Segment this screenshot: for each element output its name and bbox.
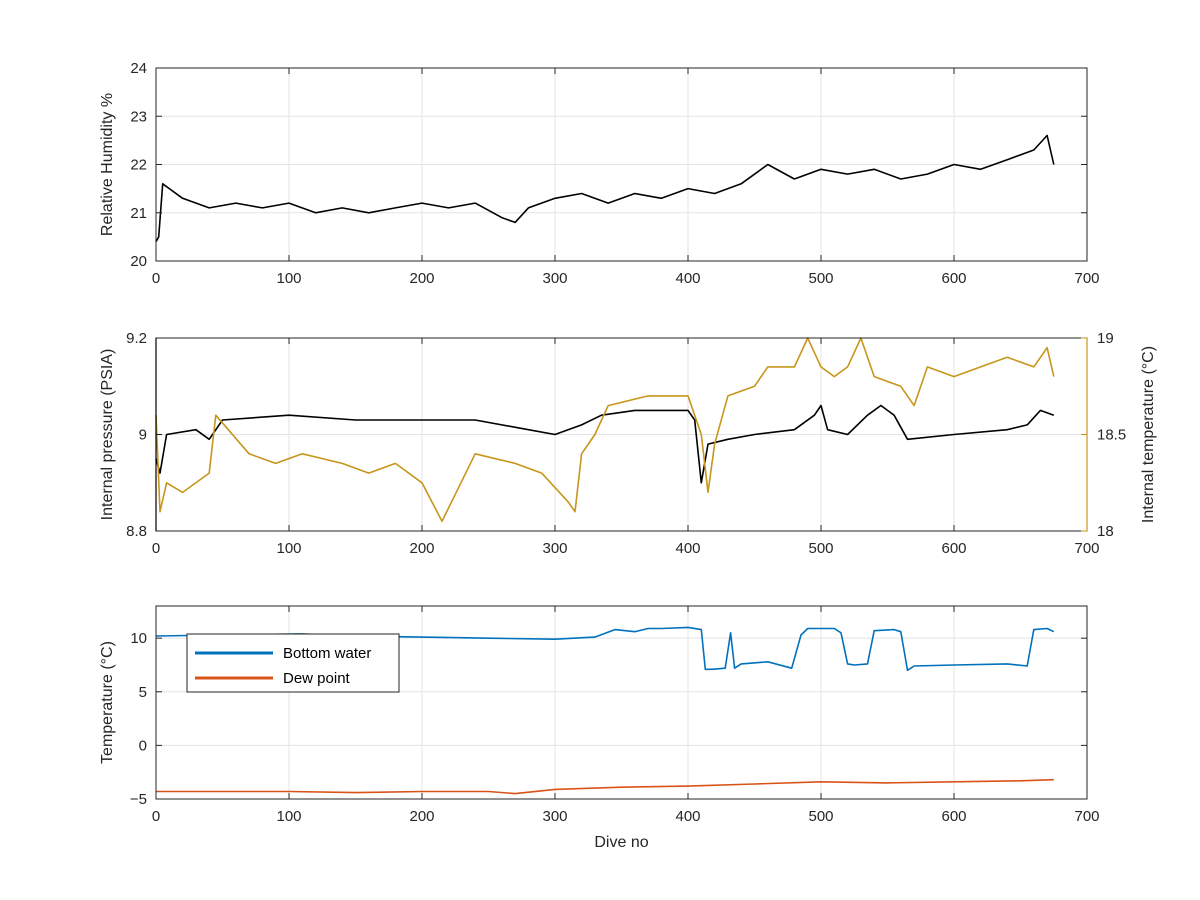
y-axis-label: Relative Humidity % (99, 93, 116, 236)
y-tick-label: 21 (130, 205, 147, 222)
x-tick-label: 100 (276, 270, 301, 287)
x-tick-label: 300 (542, 540, 567, 557)
x-tick-label: 700 (1074, 808, 1099, 825)
x-tick-label: 400 (675, 808, 700, 825)
chart-panel-3: 0 100 200 300 400 500 600 700 −5 0 5 10 Temperature … (99, 605, 1100, 851)
y-right-tick-label: 18 (1097, 523, 1114, 540)
series-line-2-1 (155, 404, 1055, 484)
y-tick-label: 9.2 (126, 330, 147, 347)
x-axis-label: Dive no (594, 834, 648, 851)
series-line-dew-point (156, 778, 1054, 795)
y-tick-label: 22 (130, 157, 147, 174)
y-right-tick-label: 19 (1097, 330, 1114, 347)
x-tick-label: 200 (409, 808, 434, 825)
legend-label: Bottom water (283, 645, 371, 662)
x-tick-label: 600 (941, 270, 966, 287)
x-tick-label: 0 (152, 540, 160, 557)
x-tick-label: 100 (276, 808, 301, 825)
x-tick-label: 500 (808, 808, 833, 825)
legend-box (186, 633, 400, 693)
chart-panel-1: 0 100 200 300 400 500 600 700 20 21 22 23 24 Relative… (99, 60, 1100, 287)
y-tick-label: 0 (139, 737, 147, 754)
series-line-2-2 (155, 337, 1055, 523)
x-tick-label: 200 (409, 540, 434, 557)
y-tick-label: 9 (139, 427, 147, 444)
y-tick-label: 23 (130, 108, 147, 125)
x-tick-label: 300 (542, 270, 567, 287)
legend: Bottom water Dew point (186, 633, 400, 693)
y-tick-label: 8.8 (126, 523, 147, 540)
series-line-1-1 (155, 134, 1055, 243)
x-tick-label: 500 (808, 540, 833, 557)
y-tick-label: −5 (130, 791, 147, 808)
x-tick-label: 300 (542, 808, 567, 825)
y-axis-label: Temperature (°C) (99, 641, 116, 764)
y-tick-label: 24 (130, 60, 147, 77)
x-tick-label: 700 (1074, 270, 1099, 287)
series-line-bottom-water (155, 626, 1055, 672)
x-tick-label: 0 (152, 808, 160, 825)
y-right-tick-label: 18.5 (1097, 427, 1126, 444)
x-tick-label: 600 (941, 808, 966, 825)
x-tick-label: 0 (152, 270, 160, 287)
y-tick-label: 20 (130, 253, 147, 270)
y-tick-label: 10 (130, 630, 147, 647)
x-tick-label: 200 (409, 270, 434, 287)
x-tick-label: 600 (941, 540, 966, 557)
legend-label: Dew point (283, 670, 351, 687)
y-axis-label: Internal pressure (PSIA) (99, 349, 116, 521)
x-tick-label: 400 (675, 270, 700, 287)
x-tick-label: 700 (1074, 540, 1099, 557)
x-tick-label: 500 (808, 270, 833, 287)
x-tick-label: 400 (675, 540, 700, 557)
axes-box (155, 605, 1088, 800)
chart-panel-2: 0 100 200 300 400 500 600 700 8.8 9 9.2 18 18.5 19 Int… (99, 330, 1157, 557)
y-tick-label: 5 (139, 684, 147, 701)
x-tick-label: 100 (276, 540, 301, 557)
y-right-axis-label: Internal temperature (°C) (1140, 346, 1157, 523)
